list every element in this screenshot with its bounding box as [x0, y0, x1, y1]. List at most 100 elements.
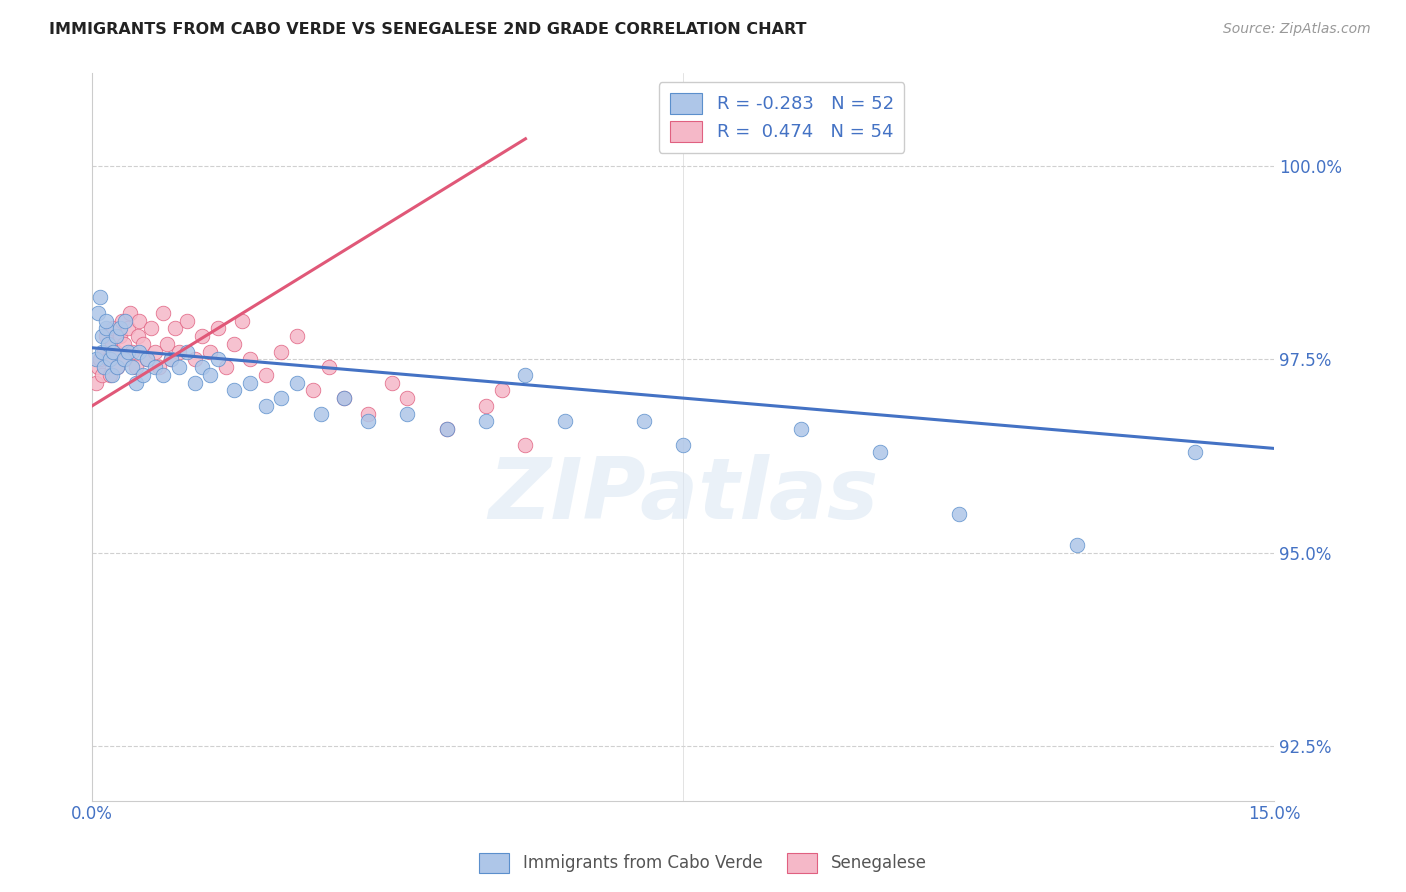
- Point: [491, 384, 513, 398]
- Point: [136, 352, 159, 367]
- Point: [108, 321, 131, 335]
- Point: [357, 407, 380, 421]
- Text: Source: ZipAtlas.com: Source: ZipAtlas.com: [1223, 22, 1371, 37]
- Point: [105, 360, 128, 375]
- Point: [239, 376, 262, 390]
- Point: [231, 314, 253, 328]
- Point: [87, 306, 110, 320]
- Point: [285, 329, 308, 343]
- Point: [1184, 445, 1206, 459]
- Point: [254, 368, 277, 382]
- Point: [167, 360, 190, 375]
- Point: [112, 337, 135, 351]
- Point: [215, 360, 238, 375]
- Point: [143, 360, 166, 375]
- Point: [89, 290, 111, 304]
- Point: [97, 337, 120, 351]
- Point: [98, 368, 121, 382]
- Point: [633, 414, 655, 428]
- Point: [672, 437, 695, 451]
- Point: [285, 376, 308, 390]
- Point: [104, 344, 127, 359]
- Point: [869, 445, 891, 459]
- Point: [128, 314, 150, 328]
- Point: [176, 344, 198, 359]
- Point: [121, 344, 143, 359]
- Point: [160, 352, 183, 367]
- Point: [93, 360, 115, 375]
- Point: [94, 329, 117, 343]
- Point: [554, 414, 576, 428]
- Point: [515, 368, 537, 382]
- Point: [128, 344, 150, 359]
- Point: [105, 360, 128, 375]
- Point: [948, 507, 970, 521]
- Point: [97, 352, 120, 367]
- Point: [167, 344, 190, 359]
- Point: [152, 368, 174, 382]
- Point: [222, 337, 245, 351]
- Point: [515, 437, 537, 451]
- Point: [90, 368, 112, 382]
- Point: [475, 414, 498, 428]
- Point: [84, 376, 107, 390]
- Point: [101, 337, 124, 351]
- Point: [87, 360, 110, 375]
- Point: [318, 360, 340, 375]
- Point: [191, 360, 214, 375]
- Point: [114, 314, 136, 328]
- Point: [111, 314, 134, 328]
- Point: [117, 344, 139, 359]
- Point: [183, 352, 205, 367]
- Point: [191, 329, 214, 343]
- Point: [270, 344, 292, 359]
- Point: [396, 391, 419, 405]
- Point: [152, 306, 174, 320]
- Point: [333, 391, 356, 405]
- Point: [132, 368, 155, 382]
- Point: [790, 422, 813, 436]
- Text: IMMIGRANTS FROM CABO VERDE VS SENEGALESE 2ND GRADE CORRELATION CHART: IMMIGRANTS FROM CABO VERDE VS SENEGALESE…: [49, 22, 807, 37]
- Point: [90, 329, 112, 343]
- Point: [333, 391, 356, 405]
- Point: [207, 321, 229, 335]
- Point: [148, 360, 170, 375]
- Point: [94, 321, 117, 335]
- Point: [136, 352, 159, 367]
- Point: [380, 376, 402, 390]
- Point: [301, 384, 323, 398]
- Point: [89, 352, 111, 367]
- Point: [124, 360, 146, 375]
- Point: [1066, 538, 1088, 552]
- Point: [396, 407, 419, 421]
- Point: [183, 376, 205, 390]
- Point: [163, 321, 186, 335]
- Point: [141, 321, 163, 335]
- Point: [114, 352, 136, 367]
- Point: [127, 329, 149, 343]
- Point: [84, 352, 107, 367]
- Point: [357, 414, 380, 428]
- Point: [121, 360, 143, 375]
- Point: [436, 422, 458, 436]
- Point: [112, 352, 135, 367]
- Point: [103, 344, 125, 359]
- Point: [239, 352, 262, 367]
- Point: [222, 384, 245, 398]
- Point: [309, 407, 332, 421]
- Point: [98, 352, 121, 367]
- Point: [108, 329, 131, 343]
- Point: [436, 422, 458, 436]
- Point: [101, 368, 124, 382]
- Point: [176, 314, 198, 328]
- Point: [93, 344, 115, 359]
- Point: [103, 321, 125, 335]
- Point: [270, 391, 292, 405]
- Point: [200, 368, 222, 382]
- Point: [207, 352, 229, 367]
- Point: [124, 376, 146, 390]
- Legend: Immigrants from Cabo Verde, Senegalese: Immigrants from Cabo Verde, Senegalese: [472, 847, 934, 880]
- Point: [132, 337, 155, 351]
- Point: [117, 321, 139, 335]
- Legend: R = -0.283   N = 52, R =  0.474   N = 54: R = -0.283 N = 52, R = 0.474 N = 54: [659, 82, 904, 153]
